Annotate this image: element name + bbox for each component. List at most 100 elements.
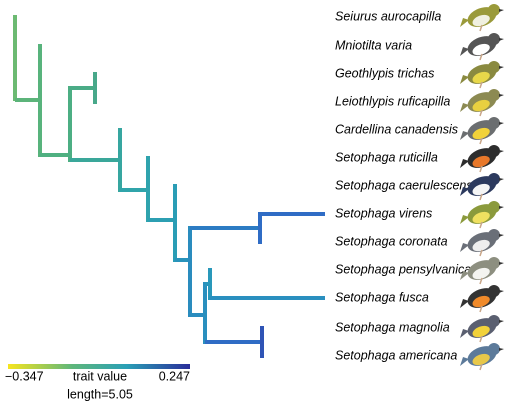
tip-label: Setophaga ruticilla [335,150,438,164]
tip-label: Setophaga pensylvanica [335,262,471,276]
bird-head [488,257,500,269]
tip-label: Setophaga coronata [335,234,448,248]
bird-belly [472,155,490,168]
bird-belly [472,353,490,366]
bird-icon [460,201,504,229]
bird-tail [460,75,469,84]
tip-label: Mniotilta varia [335,38,412,52]
tip-label: Leiothlypis ruficapilla [335,94,450,108]
bird-belly [472,127,490,140]
bird-tail [460,243,469,252]
bird-tail [460,215,469,224]
bird-leg [479,24,483,32]
bird-belly [472,295,490,308]
bird-tail [460,18,469,27]
bird-head [488,285,500,297]
bird-icon [460,145,504,173]
bird-beak [499,38,504,41]
bird-icon [460,343,504,371]
bird-head [488,33,500,45]
bird-icon [460,285,504,313]
bird-belly [472,211,490,224]
bird-head [488,201,500,213]
bird-belly [472,99,490,112]
bird-leg [479,305,483,313]
bird-tail [460,357,469,366]
legend-min: −0.347 [5,369,44,383]
tree-branches [13,15,325,358]
bird-beak [499,66,504,69]
bird-beak [499,178,504,181]
bird-beak [499,122,504,125]
bird-head [488,343,500,355]
bird-beak [499,234,504,237]
bird-leg [479,137,483,145]
bird-belly [472,14,490,27]
bird-tail [460,187,469,196]
tip-label: Setophaga americana [335,348,457,362]
bird-leg [479,277,483,285]
legend-color-bar [8,364,190,369]
bird-belly [472,43,490,56]
bird-beak [499,206,504,209]
tip-label: Cardellina canadensis [335,122,458,136]
tip-label: Setophaga caerulescens [335,178,473,192]
bird-icon [460,315,504,343]
bird-beak [499,262,504,265]
tip-label: Setophaga fusca [335,290,429,304]
bird-leg [479,81,483,89]
bird-leg [479,109,483,117]
legend-title: trait value [73,369,127,383]
bird-icon [460,61,504,89]
bird-leg [479,249,483,257]
tip-label: Geothlypis trichas [335,66,434,80]
bird-tail [460,329,469,338]
bird-leg [479,335,483,343]
bird-icon [460,33,504,61]
tip-label: Seiurus aurocapilla [335,9,441,23]
bird-belly [472,239,490,252]
legend-length: length=5.05 [67,387,133,401]
bird-leg [479,53,483,61]
bird-beak [499,290,504,293]
tip-label: Setophaga virens [335,206,432,220]
bird-icon [460,173,504,201]
bird-head [488,145,500,157]
bird-beak [499,9,504,12]
bird-belly [472,267,490,280]
legend-max: 0.247 [159,369,190,383]
bird-belly [472,325,490,338]
bird-beak [499,150,504,153]
bird-beak [499,320,504,323]
tip-label: Setophaga magnolia [335,320,450,334]
bird-head [488,173,500,185]
bird-beak [499,94,504,97]
bird-icon [460,117,504,145]
bird-tail [460,271,469,280]
tip-labels: Seiurus aurocapilla Mniotilta varia Geothl… [335,9,473,362]
bird-belly [472,183,490,196]
bird-head [488,315,500,327]
bird-icon [460,89,504,117]
bird-tail [460,159,469,168]
bird-tail [460,131,469,140]
bird-illustrations [460,4,504,371]
bird-tail [460,103,469,112]
bird-icon [460,257,504,285]
bird-belly [472,71,490,84]
bird-leg [479,165,483,173]
bird-head [488,61,500,73]
bird-head [488,89,500,101]
bird-leg [479,221,483,229]
bird-head [488,229,500,241]
bird-head [488,4,500,16]
bird-tail [460,299,469,308]
bird-head [488,117,500,129]
bird-icon [460,229,504,257]
bird-beak [499,348,504,351]
bird-icon [460,4,504,32]
bird-tail [460,47,469,56]
bird-leg [479,193,483,201]
bird-leg [479,363,483,371]
